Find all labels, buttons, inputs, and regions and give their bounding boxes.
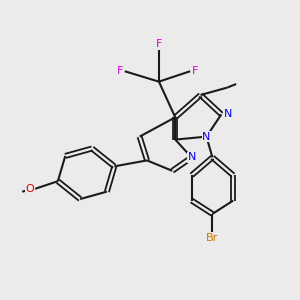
Text: N: N	[224, 109, 232, 119]
Text: F: F	[191, 66, 198, 76]
Text: F: F	[156, 40, 162, 50]
Text: N: N	[202, 132, 211, 142]
Text: O: O	[25, 184, 34, 194]
Text: N: N	[188, 152, 196, 162]
Text: Br: Br	[206, 233, 218, 243]
Text: F: F	[117, 66, 124, 76]
